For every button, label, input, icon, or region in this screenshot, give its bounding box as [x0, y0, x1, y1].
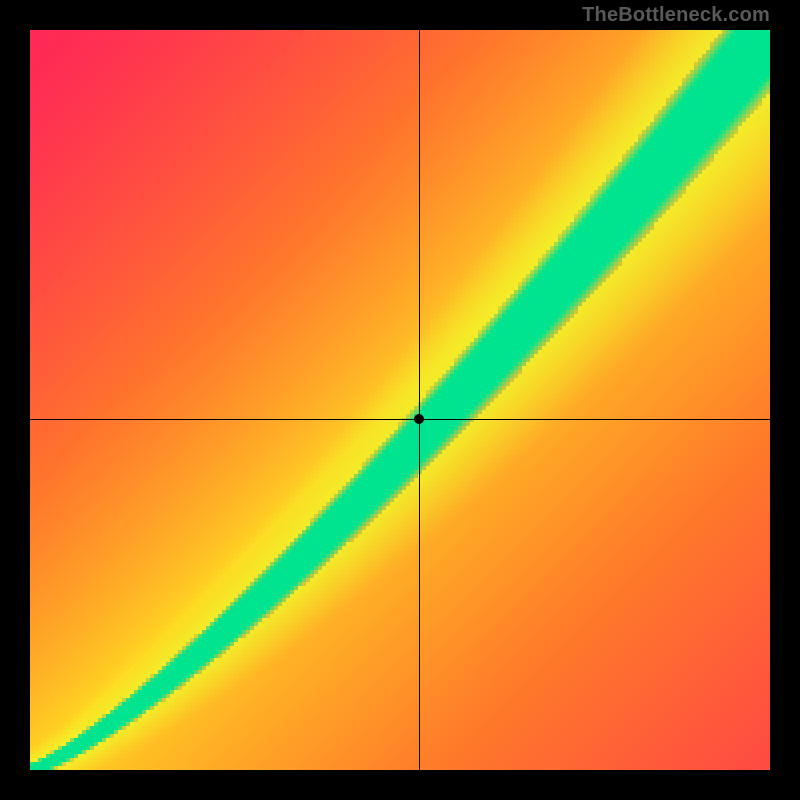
- crosshair-vertical: [419, 30, 420, 770]
- watermark-text: TheBottleneck.com: [582, 4, 770, 27]
- figure-container: TheBottleneck.com: [0, 0, 800, 800]
- heatmap-canvas: [30, 30, 770, 770]
- data-point-marker: [414, 414, 424, 424]
- crosshair-horizontal: [30, 419, 770, 420]
- plot-area: [30, 30, 770, 770]
